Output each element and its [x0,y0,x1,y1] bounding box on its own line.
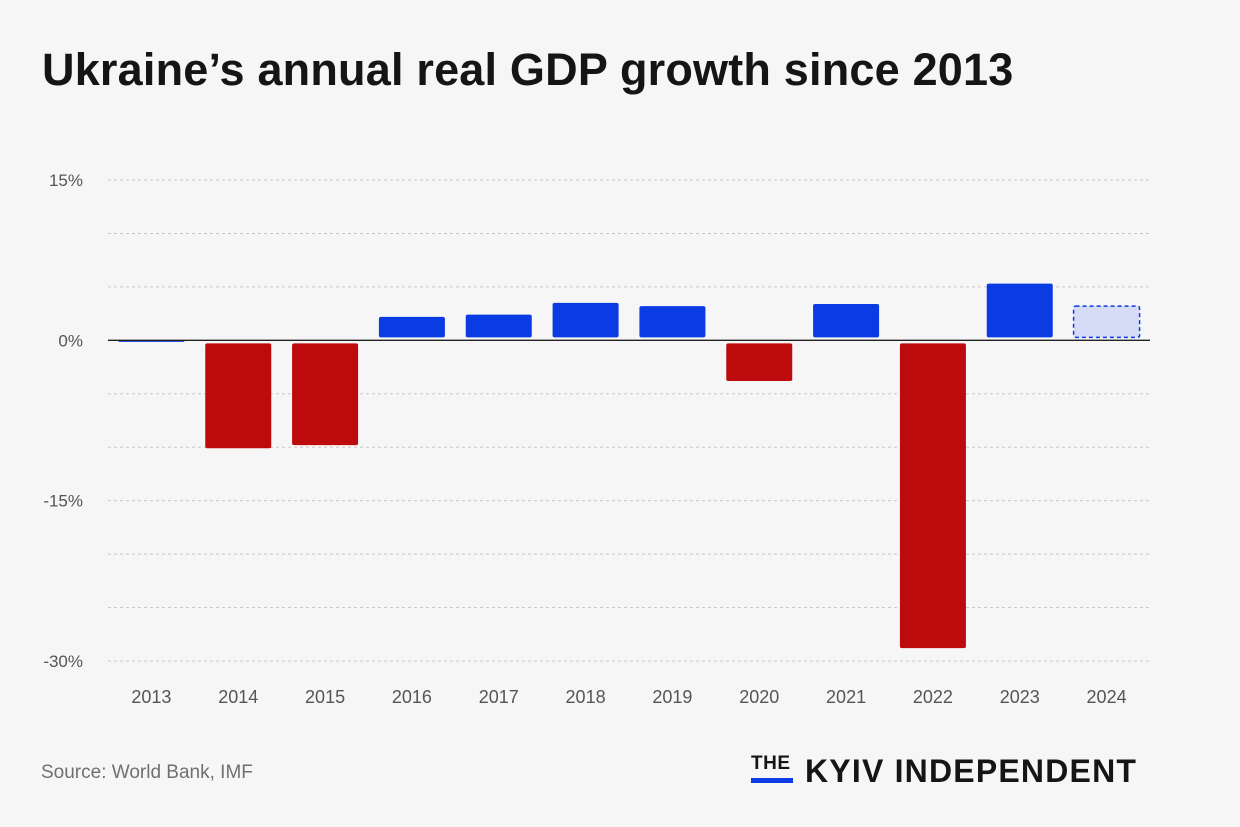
bar-2022 [899,343,966,649]
kyiv-independent-logo: THE KYIV INDEPENDENT [751,754,1137,788]
bar-2019 [639,306,706,338]
chart-title: Ukraine’s annual real GDP growth since 2… [42,44,1014,95]
x-tick-label: 2019 [652,687,692,707]
x-tick-label: 2016 [392,687,432,707]
bar-2015 [292,343,359,446]
x-tick-label: 2022 [913,687,953,707]
x-tick-label: 2017 [479,687,519,707]
bar-2024 [1072,305,1141,339]
bar-2020 [726,343,793,381]
x-tick-label: 2014 [218,687,258,707]
x-tick-label: 2023 [1000,687,1040,707]
bar-2017 [465,314,532,338]
x-tick-label: 2024 [1087,687,1127,707]
logo-prefix: THE [751,753,791,774]
source-note: Source: World Bank, IMF [41,762,253,783]
y-tick-label: -15% [43,492,83,511]
bar-2021 [813,303,880,338]
bar-2014 [205,343,272,449]
bar-2016 [378,316,445,338]
bar-2018 [552,302,619,338]
y-tick-label: 15% [49,171,83,190]
logo-accent-bar [751,778,793,783]
x-tick-label: 2018 [566,687,606,707]
x-tick-label: 2021 [826,687,866,707]
logo-name: KYIV INDEPENDENT [805,753,1138,789]
y-tick-label: 0% [58,331,83,350]
x-tick-label: 2015 [305,687,345,707]
x-tick-label: 2013 [131,687,171,707]
x-tick-label: 2020 [739,687,779,707]
bar-2023 [986,283,1053,338]
y-tick-label: -30% [43,652,83,671]
